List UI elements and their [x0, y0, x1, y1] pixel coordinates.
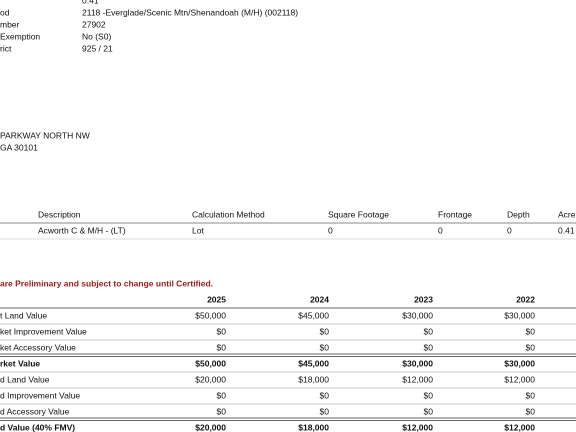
- value-label: d Land Value: [0, 374, 50, 384]
- value-cell: $0: [320, 406, 330, 416]
- note: are Preliminary and subject to change un…: [0, 278, 213, 288]
- value-cell: $12,000: [402, 422, 433, 432]
- value-cell: $0: [217, 390, 227, 400]
- value-cell: $0: [424, 406, 434, 416]
- value-cell: $18,000: [298, 422, 329, 432]
- value-label: rket Value: [0, 358, 40, 368]
- value-cell: $0: [424, 342, 434, 352]
- address-line: PARKWAY NORTH NW: [0, 130, 90, 140]
- value-cell: $18,000: [298, 374, 329, 384]
- value-cell: $0: [320, 390, 330, 400]
- property-value: No (S0): [82, 31, 111, 41]
- year-header: 2022: [516, 294, 535, 304]
- land-header: Acre: [558, 209, 576, 219]
- land-cell: Lot: [192, 225, 204, 235]
- value-label: d Value (40% FMV): [0, 422, 75, 432]
- value-label: t Land Value: [0, 310, 47, 320]
- value-cell: $45,000: [298, 358, 329, 368]
- land-cell: 0: [438, 225, 443, 235]
- land-cell: Acworth C & M/H - (LT): [38, 225, 126, 235]
- value-cell: $0: [526, 390, 536, 400]
- value-cell: $0: [320, 342, 330, 352]
- value-cell: $0: [217, 326, 227, 336]
- value-label: ket Improvement Value: [0, 326, 87, 336]
- property-value: 925 / 21: [82, 43, 113, 53]
- value-cell: $50,000: [195, 358, 226, 368]
- value-cell: $20,000: [195, 374, 226, 384]
- value-cell: $30,000: [504, 358, 535, 368]
- value-cell: $30,000: [402, 358, 433, 368]
- value-cell: $12,000: [504, 422, 535, 432]
- property-label: Exemption: [0, 31, 40, 41]
- value-label: ket Accessory Value: [0, 342, 76, 352]
- value-cell: $0: [526, 326, 536, 336]
- value-cell: $20,000: [195, 422, 226, 432]
- value-cell: $12,000: [504, 374, 535, 384]
- value-label: d Improvement Value: [0, 390, 80, 400]
- property-value: 0.41: [82, 0, 99, 5]
- land-header: Square Footage: [328, 209, 389, 219]
- year-header: 2025: [207, 294, 226, 304]
- value-cell: $0: [217, 406, 227, 416]
- land-header: Calculation Method: [192, 209, 265, 219]
- value-cell: $30,000: [402, 310, 433, 320]
- property-label: rict: [0, 43, 12, 53]
- land-header: Depth: [507, 209, 530, 219]
- value-cell: $0: [526, 406, 536, 416]
- year-header: 2024: [310, 294, 329, 304]
- land-cell: 0.41: [558, 225, 575, 235]
- value-cell: $0: [526, 342, 536, 352]
- value-cell: $12,000: [402, 374, 433, 384]
- value-cell: $30,000: [504, 310, 535, 320]
- land-cell: 0: [507, 225, 512, 235]
- value-cell: $45,000: [298, 310, 329, 320]
- property-value: 2118 -Everglade/Scenic Mtn/Shenandoah (M…: [82, 7, 298, 17]
- value-cell: $50,000: [195, 310, 226, 320]
- land-cell: 0: [328, 225, 333, 235]
- land-header: Description: [38, 209, 81, 219]
- property-value: 27902: [82, 19, 106, 29]
- property-label: mber: [0, 19, 20, 29]
- value-cell: $0: [424, 326, 434, 336]
- address-line: GA 30101: [0, 142, 38, 152]
- property-label: od: [0, 7, 10, 17]
- value-cell: $0: [217, 342, 227, 352]
- year-header: 2023: [414, 294, 433, 304]
- value-cell: $0: [424, 390, 434, 400]
- land-header: Frontage: [438, 209, 472, 219]
- value-cell: $0: [320, 326, 330, 336]
- value-label: d Accessory Value: [0, 406, 70, 416]
